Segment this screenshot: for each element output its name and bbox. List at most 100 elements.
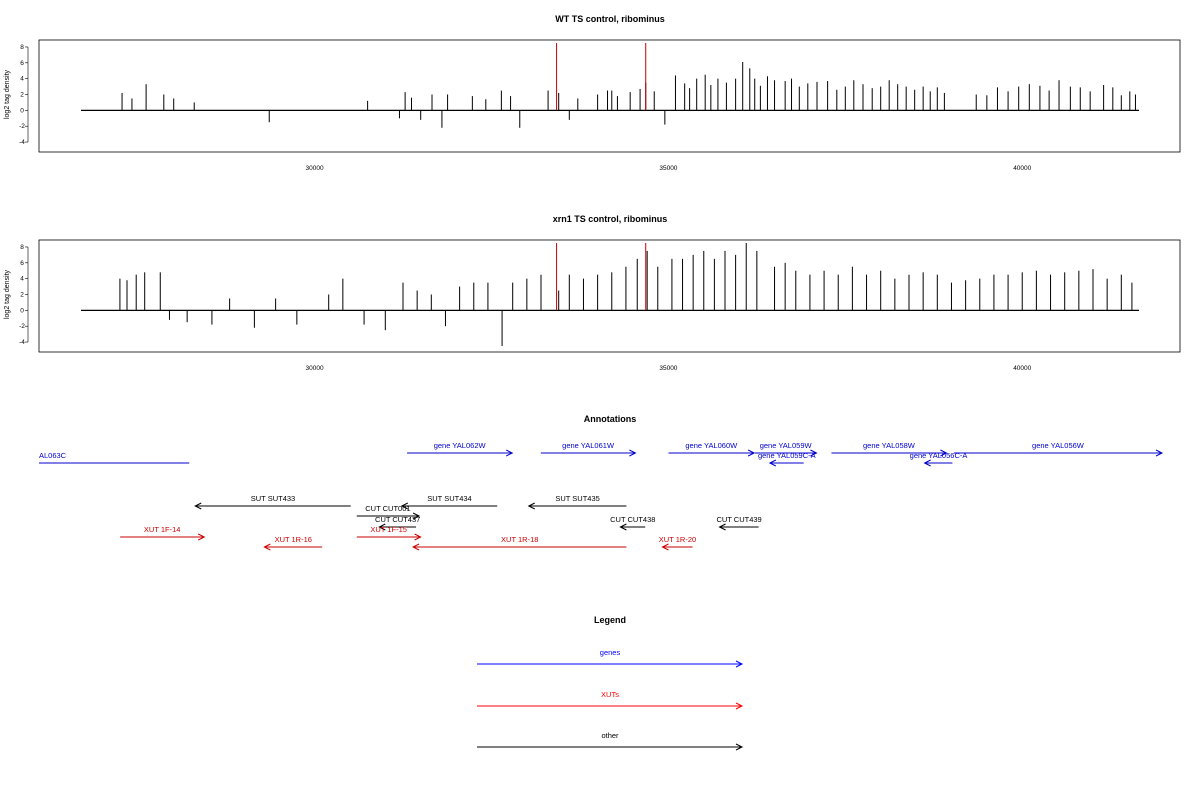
arrow-head [923, 459, 931, 467]
feature-label: gene YAL059C-A [758, 451, 816, 460]
x-tick-label: 40000 [1013, 165, 1031, 172]
arrow-head [411, 543, 420, 551]
annotation-feature: XUT 1R-20 [659, 535, 696, 551]
legend-item: genes [477, 648, 744, 668]
feature-label: XUT 1R-20 [659, 535, 696, 544]
feature-label: CUT CUT438 [610, 515, 655, 524]
annotation-feature: gene YAL056C-A [910, 451, 968, 467]
arrow-head [619, 523, 627, 531]
legend-label: genes [600, 648, 621, 657]
y-axis: -4 -2 0 2 4 6 8 log2 tag density [4, 44, 29, 146]
annotation-feature: gene YAL061W [540, 441, 637, 457]
arrow-head [198, 533, 206, 541]
chart-panel-1: WT TS control, ribominus -4 -2 0 2 4 6 8 log2 ta… [4, 14, 1181, 172]
y-tick-label: 4 [20, 76, 24, 83]
y-tick-label: 6 [20, 260, 24, 267]
arrow-head [747, 449, 756, 457]
annotation-feature: XUT 1F-14 [120, 525, 206, 541]
arrow-head [1155, 449, 1164, 457]
legend-arrow-head [735, 660, 744, 668]
arrow-head [194, 502, 202, 510]
x-axis: 30000 35000 40000 [305, 365, 1031, 372]
annotation-feature: SUT SUT435 [527, 494, 627, 510]
y-tick-label: -2 [19, 123, 25, 130]
series-bars [121, 62, 1136, 128]
feature-label: gene YAL062W [434, 441, 487, 450]
annotation-feature: SUT SUT434 [400, 494, 498, 510]
annotation-feature: gene YAL058W [831, 441, 948, 457]
y-tick-label: 2 [20, 292, 24, 299]
arrow-head [506, 449, 514, 457]
y-tick-label: -4 [19, 339, 25, 346]
feature-label: XUT 1F-15 [370, 525, 407, 534]
feature-label: gene YAL061W [562, 441, 615, 450]
y-axis-label: log2 tag density [4, 69, 11, 119]
plot-frame [38, 239, 1181, 353]
feature-label: gene YAL058W [863, 441, 916, 450]
feature-label: gene YAL059W [760, 441, 813, 450]
chart-title: WT TS control, ribominus [555, 14, 665, 24]
feature-label: SUT SUT433 [251, 494, 295, 503]
arrow-head [378, 523, 386, 531]
arrow-head [768, 459, 777, 467]
annotation-feature: CUT CUT001 [356, 504, 421, 520]
feature-label: CUT CUT437 [375, 515, 420, 524]
annotation-feature: gene YAL059W [754, 441, 818, 457]
annotation-feature: SUT SUT433 [194, 494, 351, 510]
y-tick-label: 0 [20, 307, 24, 314]
x-tick-label: 35000 [659, 165, 677, 172]
annotation-feature: XUT 1R-16 [263, 535, 323, 551]
annotation-feature: CUT CUT438 [610, 515, 655, 531]
arrow-head [414, 533, 422, 541]
feature-label: gene YAL056C-A [910, 451, 968, 460]
arrow-head [263, 543, 271, 551]
y-axis: -4 -2 0 2 4 6 8 log2 tag density [4, 244, 29, 346]
arrow-head [527, 502, 535, 510]
feature-label: gene YAL056W [1032, 441, 1085, 450]
legend-arrow-head [735, 743, 744, 751]
feature-label: gene YAL060W [685, 441, 738, 450]
annotation-feature: XUT 1F-15 [356, 525, 422, 541]
arrow-head [412, 512, 421, 520]
annotation-feature: gene YAL060W [668, 441, 756, 457]
y-tick-label: -4 [19, 139, 25, 146]
legend-item: other [477, 731, 744, 751]
arrow-head [718, 523, 726, 531]
feature-label: AL063C [39, 451, 67, 460]
annotation-feature: gene YAL056W [953, 441, 1164, 457]
arrow-head [661, 543, 669, 551]
annotation-feature: gene YAL059C-A [758, 451, 816, 467]
legend-label: other [601, 731, 619, 740]
legend-arrow-head [735, 702, 744, 710]
arrow-head [940, 449, 948, 457]
legend-title: Legend [594, 615, 626, 625]
feature-label: CUT CUT001 [365, 504, 410, 513]
plot-frame [38, 39, 1181, 153]
chart-title: xrn1 TS control, ribominus [553, 214, 668, 224]
x-axis: 30000 35000 40000 [305, 165, 1031, 172]
feature-label: XUT 1F-14 [144, 525, 181, 534]
annotations-track: Annotations AL063C gene YAL062W gene YAL061… [39, 414, 1164, 551]
feature-label: XUT 1R-16 [275, 535, 312, 544]
feature-label: SUT SUT435 [555, 494, 599, 503]
legend-label: XUTs [601, 690, 619, 699]
y-tick-label: 8 [20, 244, 24, 251]
legend: Legend genes XUTs other [477, 615, 744, 751]
y-tick-label: 0 [20, 107, 24, 114]
y-tick-label: 2 [20, 92, 24, 99]
annotation-feature: AL063C [39, 451, 190, 464]
feature-label: XUT 1R-18 [501, 535, 538, 544]
series-bars [119, 243, 1133, 346]
arrow-head [629, 449, 637, 457]
x-tick-label: 30000 [305, 365, 323, 372]
arrow-head [400, 502, 409, 510]
y-tick-label: 6 [20, 60, 24, 67]
annotation-feature: CUT CUT437 [375, 515, 420, 531]
x-tick-label: 40000 [1013, 365, 1031, 372]
y-tick-label: -2 [19, 323, 25, 330]
arrow-head [810, 449, 818, 457]
annotation-feature: CUT CUT439 [716, 515, 762, 531]
y-axis-label: log2 tag density [4, 269, 11, 319]
annotation-feature: gene YAL062W [407, 441, 514, 457]
